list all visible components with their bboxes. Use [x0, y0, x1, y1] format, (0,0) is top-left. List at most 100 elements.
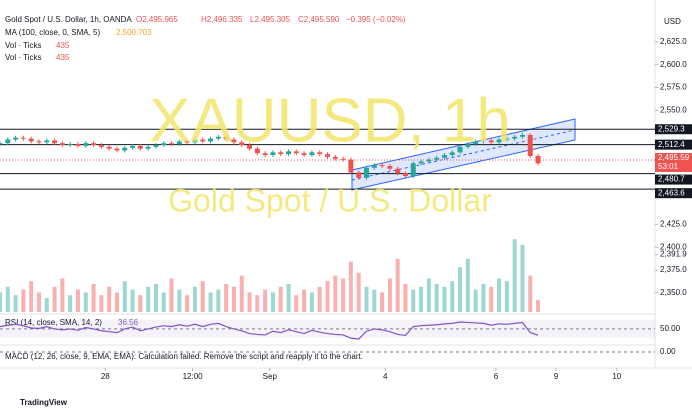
price-label: 2,529.3 [658, 124, 685, 133]
rsi-value: 36.56 [118, 318, 139, 327]
volume-value: 435 [56, 41, 70, 50]
countdown: 53:01 [658, 162, 679, 171]
volume-bar [450, 281, 455, 312]
candle [247, 145, 253, 149]
last-price-bg [655, 152, 692, 172]
candle [20, 137, 26, 139]
volume-bar [325, 281, 330, 312]
x-tick-label: 28 [101, 372, 110, 381]
candle [418, 161, 424, 164]
channel-midline [351, 129, 576, 181]
volume-bar [411, 289, 416, 312]
volume-bar [192, 286, 197, 312]
volume-bar [0, 292, 2, 312]
volume-bar [247, 292, 252, 312]
volume-bar [403, 284, 408, 312]
candle [457, 146, 463, 153]
candle [356, 172, 362, 178]
volume-bar [481, 284, 486, 312]
candle [348, 159, 354, 173]
y-tick-label: 2,400.0 [660, 242, 687, 251]
candle [122, 147, 128, 151]
y-tick-label: 2,391.9 [660, 250, 687, 259]
volume-bar [286, 284, 291, 312]
volume-bar [497, 278, 502, 312]
candle [137, 145, 143, 149]
volume-bar [91, 284, 96, 312]
price-label-bg [655, 139, 692, 150]
volume-value: 435 [56, 53, 70, 62]
candle [200, 139, 206, 142]
price-label: 2,463.6 [658, 188, 685, 197]
y-tick-label: 2,625.0 [660, 37, 687, 46]
volume-bar [208, 292, 213, 312]
candle [223, 136, 229, 140]
volume-bar [29, 281, 34, 312]
candle [239, 142, 245, 146]
y-tick-label: 2,600.0 [660, 60, 687, 69]
rsi-band [0, 319, 655, 339]
watermark-description: Gold Spot / U.S. Dollar [168, 182, 492, 218]
watermark: XAUUSD, 1h Gold Spot / U.S. Dollar [149, 86, 511, 218]
volume-bar [68, 295, 73, 312]
candle [504, 138, 510, 140]
volume-bar [122, 281, 127, 312]
candle [153, 145, 159, 147]
candle [262, 153, 268, 156]
volume-bar [185, 295, 190, 312]
candle [215, 136, 221, 139]
volume-bar [489, 286, 494, 312]
volume-bar [36, 292, 41, 312]
volume-bar [512, 239, 517, 312]
candle [52, 140, 58, 144]
candle [387, 166, 393, 169]
volume-bar [60, 278, 65, 312]
candle [91, 143, 97, 146]
price-label-bg [655, 174, 692, 185]
volume-bar [348, 261, 353, 312]
volume-bar [333, 275, 338, 312]
candle [254, 148, 260, 154]
candle [286, 151, 292, 155]
volume-bar [270, 292, 275, 312]
candle [309, 152, 315, 156]
volume-bar [364, 286, 369, 312]
volume-bar [434, 284, 439, 312]
volume-bar [83, 292, 88, 312]
volume-bar [395, 258, 400, 312]
candle [13, 137, 19, 140]
candle [270, 152, 276, 156]
volume-bar [13, 295, 18, 312]
volume-bar [520, 244, 525, 312]
volume-bar [169, 278, 174, 312]
candle [301, 153, 307, 156]
volume-bar [75, 289, 80, 312]
volume-bar [5, 286, 10, 312]
candle [0, 143, 3, 145]
volume-bar [317, 286, 322, 312]
candle [402, 173, 408, 177]
x-tick-label: 4 [383, 372, 388, 381]
logo: TradingView [20, 398, 68, 407]
candle [67, 144, 73, 146]
volume-bar [114, 292, 119, 312]
volume-bar [372, 289, 377, 312]
candle [278, 152, 284, 155]
candle [496, 139, 502, 143]
macd-label: MACD (12, 26, close, 9, EMA, EMA): Calcu… [5, 352, 363, 361]
candle [59, 143, 65, 146]
legend-ohlc: O2,495.965 [136, 15, 178, 24]
candle [36, 141, 42, 143]
candle [488, 140, 494, 143]
price-label-bg [655, 124, 692, 135]
candle [535, 155, 541, 164]
price-label-bg [655, 188, 692, 199]
x-tick-label: 9 [554, 372, 559, 381]
candle [441, 155, 447, 158]
last-price-label: 2,495.59 [658, 153, 690, 162]
volume-bar [255, 295, 260, 312]
volume-bar [153, 284, 158, 312]
volume-bar [294, 295, 299, 312]
candle [114, 148, 120, 151]
